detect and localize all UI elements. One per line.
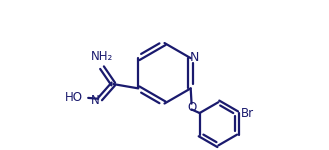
Text: NH₂: NH₂	[91, 50, 113, 63]
Text: Br: Br	[241, 106, 254, 120]
Text: HO: HO	[65, 91, 83, 104]
Text: N: N	[190, 51, 199, 64]
Text: N: N	[91, 94, 99, 107]
Text: O: O	[187, 101, 196, 114]
